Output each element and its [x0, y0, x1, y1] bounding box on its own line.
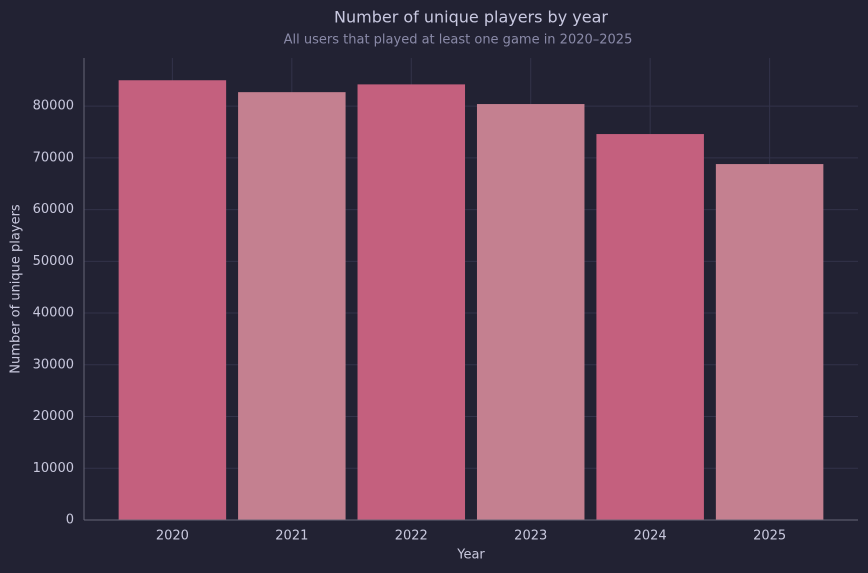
y-tick-label: 0 [66, 513, 74, 528]
x-axis-label: Year [456, 548, 485, 563]
y-axis-label: Number of unique players [9, 204, 24, 374]
bar [238, 92, 346, 521]
y-tick-label: 50000 [33, 254, 74, 269]
x-tick-label: 2025 [753, 529, 786, 544]
x-tick-label: 2023 [514, 529, 547, 544]
bar [715, 164, 824, 520]
chart-subtitle: All users that played at least one game … [284, 33, 633, 48]
y-tick-label: 70000 [33, 150, 74, 165]
y-tick-label: 80000 [33, 99, 74, 114]
bar [476, 104, 585, 520]
y-tick-label: 20000 [33, 409, 74, 424]
x-tick-label: 2021 [275, 529, 308, 544]
bar [357, 84, 466, 520]
bar [118, 80, 227, 520]
y-tick-label: 60000 [33, 202, 74, 217]
bar [596, 134, 704, 520]
x-tick-label: 2020 [156, 529, 189, 544]
y-tick-label: 10000 [33, 461, 74, 476]
y-tick-label: 40000 [33, 306, 74, 321]
x-tick-label: 2022 [395, 529, 428, 544]
chart-title: Number of unique players by year [334, 8, 608, 27]
x-tick-label: 2024 [634, 529, 667, 544]
y-tick-label: 30000 [33, 357, 74, 372]
